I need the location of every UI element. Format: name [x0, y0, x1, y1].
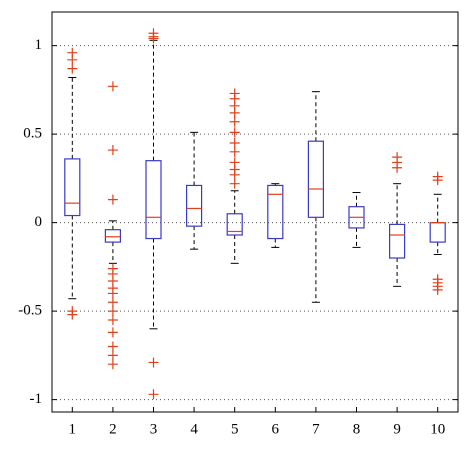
box	[104, 229, 122, 243]
box	[389, 223, 406, 259]
outlier	[107, 288, 118, 299]
x-tick-label: 6	[272, 421, 280, 437]
outlier	[67, 309, 78, 320]
outlier	[67, 54, 78, 65]
outlier	[107, 327, 118, 338]
box	[64, 158, 81, 217]
outlier	[229, 178, 240, 189]
outlier	[229, 146, 240, 157]
outlier	[148, 357, 159, 368]
outlier	[107, 145, 118, 156]
x-tick-label: 5	[231, 421, 239, 437]
outlier	[107, 297, 118, 308]
x-tick-label: 2	[109, 421, 117, 437]
y-tick-label: -0.5	[18, 303, 42, 319]
x-tick-label: 1	[69, 421, 77, 437]
box	[429, 222, 446, 243]
box	[307, 140, 324, 218]
outlier	[107, 81, 118, 92]
outlier	[229, 137, 240, 148]
y-tick-label: 1	[35, 37, 43, 53]
y-tick-label: 0	[35, 214, 43, 230]
y-tick-label: 0.5	[23, 126, 42, 142]
outlier	[229, 169, 240, 180]
outlier	[107, 341, 118, 352]
box	[145, 160, 162, 240]
box	[226, 213, 243, 236]
box	[186, 184, 203, 227]
x-tick-label: 4	[190, 421, 198, 437]
outlier	[107, 359, 118, 370]
outlier	[148, 33, 159, 44]
outlier	[148, 389, 159, 400]
outlier	[392, 162, 403, 173]
outlier	[229, 107, 240, 118]
outlier	[229, 127, 240, 138]
outlier	[107, 350, 118, 361]
outlier	[107, 306, 118, 317]
outlier	[432, 284, 443, 295]
x-tick-label: 9	[393, 421, 401, 437]
plot-frame	[51, 11, 459, 413]
x-tick-label: 10	[430, 421, 445, 437]
y-tick-label: -1	[30, 391, 43, 407]
outlier	[67, 63, 78, 74]
box	[267, 184, 284, 240]
outlier	[432, 175, 443, 186]
x-tick-label: 8	[353, 421, 361, 437]
outlier	[107, 314, 118, 325]
outlier	[107, 194, 118, 205]
x-tick-label: 3	[150, 421, 158, 437]
outlier	[229, 116, 240, 127]
x-tick-label: 7	[312, 421, 320, 437]
